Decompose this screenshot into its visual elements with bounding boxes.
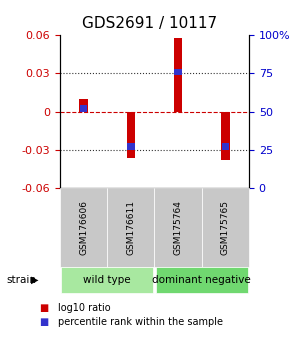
- Text: dominant negative: dominant negative: [152, 275, 251, 285]
- Text: ■: ■: [39, 303, 48, 313]
- Text: GSM175765: GSM175765: [221, 200, 230, 255]
- Text: log10 ratio: log10 ratio: [58, 303, 111, 313]
- Text: ▶: ▶: [31, 275, 38, 285]
- Bar: [174, 38, 182, 112]
- Bar: [221, 143, 229, 150]
- Text: strain: strain: [6, 275, 36, 285]
- Bar: [80, 99, 88, 112]
- Bar: [127, 112, 135, 159]
- Text: GSM175764: GSM175764: [174, 200, 183, 255]
- Bar: [174, 69, 182, 75]
- Text: ■: ■: [39, 317, 48, 327]
- Bar: [127, 143, 135, 150]
- Bar: [80, 105, 88, 112]
- Text: GSM176611: GSM176611: [126, 200, 135, 255]
- Bar: [221, 112, 230, 160]
- Text: GDS2691 / 10117: GDS2691 / 10117: [82, 16, 218, 30]
- Text: percentile rank within the sample: percentile rank within the sample: [58, 317, 224, 327]
- Text: wild type: wild type: [83, 275, 131, 285]
- Text: GSM176606: GSM176606: [79, 200, 88, 255]
